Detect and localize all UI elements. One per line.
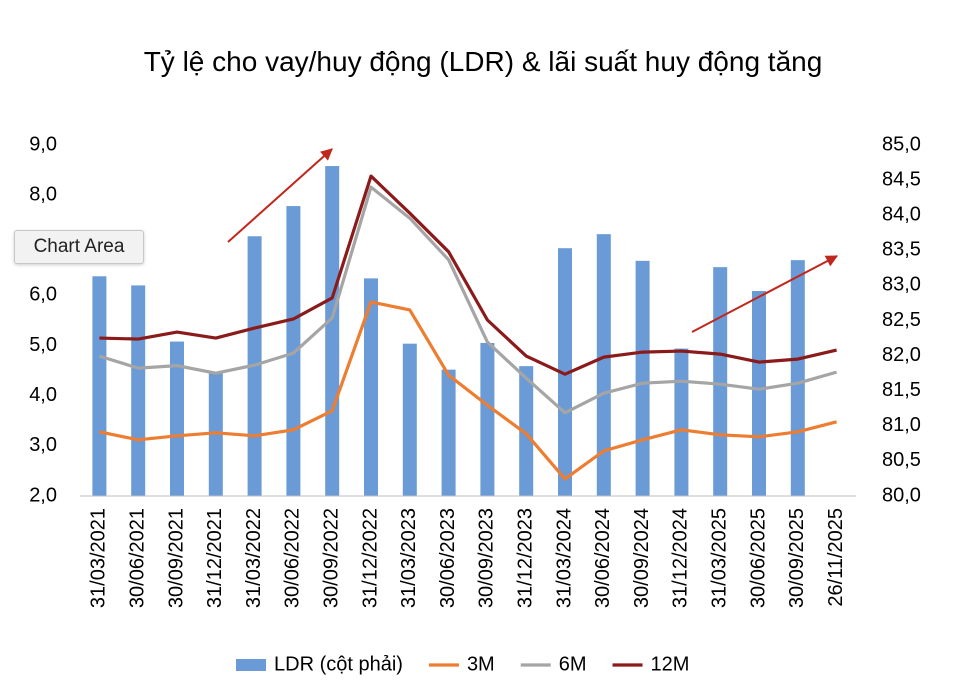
- tooltip: Chart Area: [14, 230, 144, 264]
- line-series: [98, 185, 838, 415]
- y2-tick-label: 81,0: [882, 414, 921, 436]
- x-tick-label: 31/12/2023: [514, 508, 536, 608]
- bar: [170, 341, 184, 496]
- y2-tick-label: 81,5: [882, 379, 921, 401]
- x-tick-label: 30/09/2024: [631, 508, 653, 608]
- y2-tick-label: 82,0: [882, 344, 921, 366]
- trend-arrow: [691, 255, 839, 333]
- legend-label: 6M: [559, 653, 587, 675]
- x-tick-label: 31/12/2022: [359, 508, 381, 608]
- x-tick-label: 31/03/2022: [243, 508, 265, 608]
- bar: [752, 291, 766, 496]
- bar: [596, 234, 611, 497]
- x-tick-label: 31/03/2024: [553, 508, 575, 608]
- y2-tick-label: 82,5: [882, 309, 921, 331]
- y-tick-label: 9,0: [29, 133, 57, 155]
- y2-tick-label: 84,5: [882, 168, 921, 190]
- bar: [674, 348, 689, 496]
- y-tick-label: 5,0: [29, 334, 57, 356]
- bar: [92, 276, 107, 496]
- x-tick-label: 30/06/2024: [592, 508, 614, 608]
- y-tick-label: 4,0: [29, 384, 57, 406]
- y2-tick-label: 83,5: [882, 239, 921, 261]
- x-tick-label: 30/06/2023: [437, 508, 459, 608]
- x-tick-label: 30/09/2022: [320, 508, 342, 608]
- line-series: [99, 300, 838, 481]
- y-tick-label: 6,0: [29, 284, 57, 306]
- y2-tick-label: 84,0: [882, 203, 921, 225]
- x-tick-label: 30/06/2025: [747, 508, 769, 608]
- bar: [790, 260, 805, 496]
- legend-label: 12M: [651, 653, 690, 675]
- y-tick-label: 2,0: [29, 484, 57, 506]
- legend-label: 3M: [467, 653, 495, 675]
- trend-arrow: [227, 148, 333, 243]
- bar: [364, 278, 378, 496]
- line-series: [99, 174, 837, 376]
- x-tick-label: 31/12/2024: [670, 508, 692, 608]
- legend-label: LDR (cột phải): [274, 653, 403, 675]
- bar: [402, 343, 417, 496]
- y2-tick-label: 85,0: [882, 133, 921, 155]
- x-tick-label: 31/03/2021: [88, 508, 110, 608]
- x-tick-label: 31/03/2025: [708, 508, 730, 608]
- y2-tick-label: 80,0: [882, 484, 921, 506]
- bar: [441, 369, 456, 496]
- y-tick-label: 8,0: [29, 183, 57, 205]
- chart-title: Tỷ lệ cho vay/huy động (LDR) & lãi suất …: [143, 46, 823, 77]
- bar: [325, 166, 340, 496]
- x-tick-label: 31/12/2021: [204, 508, 226, 608]
- bar: [558, 248, 572, 496]
- x-tick-label: 26/11/2025: [825, 508, 847, 607]
- y-tick-label: 3,0: [29, 434, 57, 456]
- bar: [713, 267, 728, 496]
- bar: [131, 285, 146, 496]
- bar: [635, 260, 650, 496]
- x-tick-label: 30/09/2021: [165, 508, 187, 608]
- x-tick-label: 30/09/2023: [476, 508, 498, 608]
- bar: [208, 373, 223, 496]
- x-tick-label: 31/03/2023: [398, 508, 420, 608]
- x-tick-label: 30/06/2021: [126, 508, 148, 608]
- x-tick-label: 30/06/2022: [282, 508, 304, 608]
- legend-swatch: [236, 659, 266, 671]
- x-tick-label: 30/09/2025: [786, 508, 808, 608]
- bar: [519, 366, 534, 496]
- bar: [480, 342, 495, 496]
- y2-tick-label: 83,0: [882, 274, 921, 296]
- y2-tick-label: 80,5: [882, 449, 921, 471]
